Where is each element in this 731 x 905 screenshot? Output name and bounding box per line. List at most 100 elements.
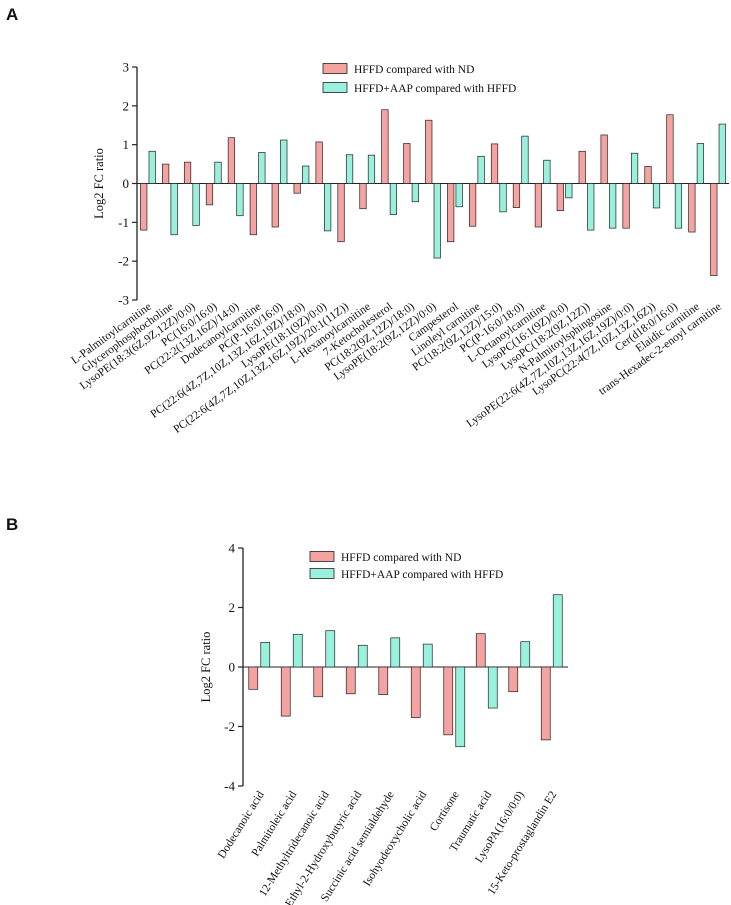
bar-series-1-16 — [469, 183, 477, 227]
bar-series-1-23 — [622, 183, 630, 229]
bar-series-2-20 — [565, 183, 573, 199]
y-tick-label: 4 — [229, 541, 236, 556]
bar-series-2-9 — [324, 183, 332, 232]
legend-label-1: HFFD compared with ND — [354, 64, 474, 76]
bar-series-1-27 — [710, 183, 718, 276]
bar-series-1-21 — [578, 150, 586, 184]
bar-series-1-8 — [475, 633, 486, 668]
bar-series-2-25 — [674, 183, 683, 229]
bar-series-2-17 — [499, 183, 507, 213]
bar-series-1-7 — [443, 666, 454, 736]
bar-series-1-13 — [403, 143, 411, 184]
bar-series-1-17 — [490, 143, 499, 184]
bar-series-1-2 — [162, 163, 170, 184]
bar-series-1-9 — [315, 141, 323, 184]
bar-series-2-21 — [587, 183, 595, 231]
y-tick-label: 1 — [123, 137, 130, 152]
bar-series-2-2 — [292, 633, 303, 668]
bar-series-2-2 — [170, 183, 178, 236]
bar-series-2-16 — [477, 155, 485, 184]
bar-series-1-20 — [556, 183, 564, 212]
bar-series-1-14 — [425, 119, 433, 184]
y-tick-label: -2 — [118, 254, 129, 269]
bar-series-1-10 — [337, 183, 345, 243]
bar-series-1-10 — [540, 666, 551, 741]
y-tick-label: -3 — [118, 293, 129, 308]
bar-series-2-7 — [280, 139, 288, 184]
legend-swatch-1 — [322, 63, 348, 74]
y-axis-title: Log2 FC ratio — [92, 148, 106, 219]
y-tick-label: -4 — [224, 779, 235, 794]
bar-series-1-3 — [313, 666, 324, 698]
bar-series-2-3 — [325, 630, 336, 668]
bar-series-2-15 — [455, 183, 463, 208]
category-label: Cortisone — [428, 789, 462, 833]
bar-series-1-19 — [534, 183, 542, 228]
legend-label-1: HFFD compared with ND — [341, 552, 461, 564]
bar-series-1-26 — [688, 183, 696, 233]
y-tick-label: 3 — [123, 60, 130, 75]
bar-series-2-4 — [214, 161, 222, 184]
bar-series-2-4 — [357, 644, 368, 668]
bar-series-1-11 — [359, 183, 367, 210]
bar-series-1-6 — [249, 183, 257, 236]
bar-series-2-24 — [652, 183, 661, 209]
bar-series-2-10 — [552, 594, 563, 668]
bar-series-2-1 — [148, 150, 156, 184]
legend-label-2: HFFD+AAP compared with HFFD — [354, 83, 516, 95]
bar-series-2-23 — [630, 152, 639, 184]
category-label: Isohyodeoxycholic acid — [361, 789, 429, 888]
bar-series-2-8 — [302, 165, 310, 184]
bar-series-1-3 — [183, 161, 192, 184]
bar-series-2-22 — [609, 183, 617, 229]
bar-series-1-18 — [512, 183, 521, 208]
bar-series-1-24 — [644, 166, 652, 184]
bar-series-2-11 — [367, 154, 376, 184]
bar-series-2-8 — [487, 666, 498, 709]
bar-series-1-12 — [381, 109, 389, 184]
bar-series-1-15 — [447, 183, 455, 243]
bar-series-2-10 — [345, 154, 354, 184]
bar-series-1-9 — [508, 666, 519, 693]
bar-series-1-6 — [410, 666, 421, 718]
panel-letter-a: A — [6, 5, 18, 24]
bar-series-2-19 — [543, 159, 551, 184]
bar-series-2-5 — [390, 637, 401, 668]
bar-series-2-6 — [422, 643, 433, 668]
bar-series-2-27 — [718, 123, 726, 184]
bar-series-1-1 — [248, 666, 259, 690]
bar-series-2-6 — [258, 152, 266, 184]
bar-series-2-14 — [433, 183, 441, 259]
bar-series-2-13 — [411, 183, 419, 203]
bar-series-1-22 — [600, 134, 608, 184]
bar-series-2-12 — [389, 183, 397, 215]
bar-series-2-5 — [236, 183, 244, 217]
bar-series-2-18 — [521, 135, 529, 184]
legend-swatch-2 — [322, 82, 348, 93]
bar-series-2-9 — [520, 641, 531, 668]
bar-series-2-1 — [260, 641, 271, 668]
legend-swatch-2 — [309, 568, 335, 579]
bar-series-1-1 — [140, 183, 148, 231]
legend-swatch-1 — [309, 551, 335, 562]
bar-series-1-4 — [205, 183, 214, 206]
y-axis-title: Log2 FC ratio — [199, 632, 213, 703]
bar-series-1-7 — [271, 183, 279, 228]
legend-label-2: HFFD+AAP compared with HFFD — [341, 569, 503, 581]
bar-series-1-5 — [378, 666, 389, 696]
y-tick-label: 0 — [229, 660, 236, 675]
bar-series-1-2 — [280, 666, 291, 717]
bar-series-2-3 — [192, 183, 200, 226]
bar-series-1-25 — [666, 114, 674, 184]
y-tick-label: -2 — [224, 719, 235, 734]
bar-series-2-26 — [696, 143, 704, 184]
bar-series-1-8 — [293, 183, 301, 194]
bar-series-1-5 — [227, 137, 236, 184]
bar-series-1-4 — [345, 666, 356, 695]
y-tick-label: -1 — [118, 215, 129, 230]
y-tick-label: 2 — [123, 98, 130, 113]
bar-series-2-7 — [455, 666, 466, 748]
